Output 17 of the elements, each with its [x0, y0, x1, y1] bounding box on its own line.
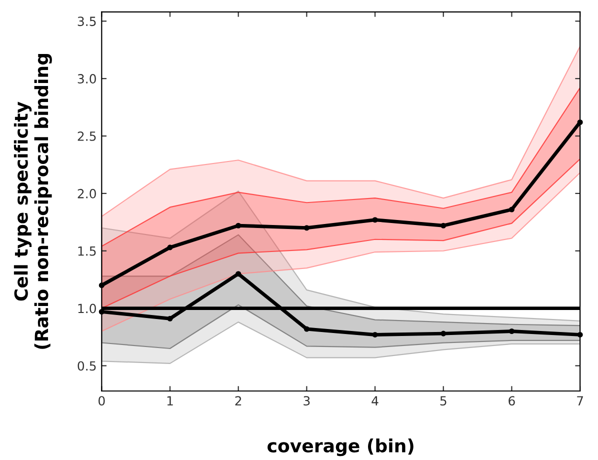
y-tick-label: 2.0	[78, 188, 96, 198]
y-tick-label: 2.5	[78, 131, 96, 141]
y-tick-label: 1.0	[78, 304, 96, 314]
x-tick-label: 6	[508, 396, 515, 406]
y-axis-title: Cell type specificity (Ratio non-reciprocal binding	[14, 54, 52, 349]
x-tick-label: 4	[372, 396, 378, 406]
x-tick-label: 5	[440, 396, 446, 406]
y-tick-label: 3.0	[78, 74, 96, 84]
x-tick-label: 1	[167, 396, 173, 406]
x-tick-label: 0	[98, 396, 105, 406]
y-tick-label: 1.5	[78, 246, 96, 256]
y-tick-label: 0.5	[78, 361, 96, 371]
x-tick-label: 3	[304, 396, 310, 406]
x-tick-label: 2	[235, 396, 242, 406]
x-axis-title: coverage (bin)	[268, 438, 414, 456]
x-tick-label: 7	[577, 396, 583, 406]
y-tick-label: 3.5	[78, 16, 96, 26]
